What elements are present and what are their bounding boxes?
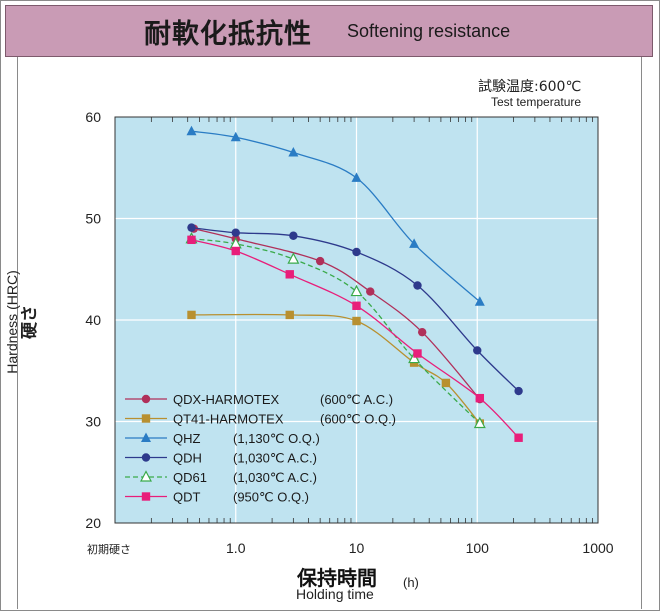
data-point-qdh [352, 247, 361, 257]
y-tick-label: 20 [85, 515, 101, 531]
legend-condition-qdx-harmotex: (600℃ A.C.) [320, 392, 393, 407]
chart-title-ja: 耐軟化抵抗性 [144, 19, 312, 50]
legend-condition-qhz: (1,130℃ O.Q.) [233, 431, 320, 446]
data-point-qhz [409, 238, 420, 248]
data-point-qdt [187, 235, 196, 245]
data-point-qt41-harmotex [352, 316, 361, 326]
legend-label-qdt: QDT [173, 490, 201, 505]
data-point-qd61 [350, 284, 363, 297]
legend-label-qd61: QD61 [173, 470, 207, 485]
chart-title-en: Softening resistance [347, 21, 511, 41]
data-point-qhz [288, 147, 299, 157]
data-point-qdh [289, 231, 298, 240]
data-point-qdt [352, 301, 361, 310]
x-axis-label-en: Holding time [296, 586, 374, 602]
legend-label-qdh: QDH [173, 451, 202, 466]
data-point-qhz [186, 125, 197, 136]
left-frame-line [17, 57, 18, 609]
y-tick-label: 50 [85, 211, 101, 227]
legend-marker-qt41-harmotex [141, 414, 151, 423]
y-tick-label: 30 [85, 414, 101, 430]
data-point-qt41-harmotex [187, 310, 196, 320]
data-point-qd61 [473, 416, 486, 429]
data-point-qdt [514, 433, 523, 442]
data-point-qdt [475, 393, 485, 403]
x-axis-unit: (h) [403, 575, 419, 590]
legend-marker-qdx-harmotex [141, 394, 151, 404]
data-point-qd61 [287, 252, 300, 264]
x-tick-label: 1000 [582, 540, 613, 556]
x-tick-label: 10 [349, 540, 365, 556]
x-tick-label: 1.0 [226, 540, 246, 556]
right-frame-line [641, 57, 642, 609]
data-point-qhz [351, 172, 362, 182]
data-point-qd61 [408, 351, 421, 364]
title-bar: 耐軟化抵抗性 Softening resistance [5, 5, 653, 57]
data-point-qt41-harmotex [285, 310, 294, 320]
test-temperature-ja: 試験温度:600℃ [478, 79, 582, 95]
data-point-qdx-harmotex [417, 327, 427, 337]
data-point-qdt [231, 246, 240, 256]
y-tick-label: 40 [85, 312, 101, 328]
legend-label-qt41-harmotex: QT41-HARMOTEX [173, 412, 284, 427]
data-point-qdt [285, 270, 294, 279]
data-point-qdh [413, 281, 422, 290]
data-point-qdh [514, 386, 523, 396]
data-point-qdh [473, 346, 482, 355]
legend-condition-qt41-harmotex: (600℃ O.Q.) [320, 412, 396, 427]
data-point-qdx-harmotex [315, 256, 325, 266]
x-axis-label-ja: 保持時間 [297, 566, 377, 590]
data-point-qhz [230, 131, 241, 142]
test-temperature-en: Test temperature [491, 95, 582, 109]
data-point-qhz [474, 296, 485, 306]
legend-condition-qd61: (1,030℃ A.C.) [233, 470, 317, 485]
legend-label-qdx-harmotex: QDX-HARMOTEX [173, 392, 280, 407]
data-point-qt41-harmotex [441, 378, 451, 388]
legend-marker-qdh [141, 453, 151, 462]
legend-label-qhz: QHZ [173, 431, 201, 446]
data-point-qdt [413, 349, 422, 358]
x-tick-label: 100 [466, 540, 490, 556]
legend-condition-qdt: (950℃ O.Q.) [233, 490, 309, 505]
plot-border [114, 116, 599, 524]
data-point-qdx-harmotex [366, 287, 375, 296]
legend-condition-qdh: (1,030℃ A.C.) [233, 451, 317, 466]
y-tick-label: 60 [85, 109, 101, 125]
legend-marker-qhz [141, 432, 151, 442]
legend-marker-qdt [141, 492, 151, 501]
x-tick-label: 初期硬さ [87, 542, 131, 556]
data-point-qdh [231, 228, 240, 237]
data-point-qdh [187, 223, 196, 232]
legend-marker-qd61 [140, 470, 152, 482]
